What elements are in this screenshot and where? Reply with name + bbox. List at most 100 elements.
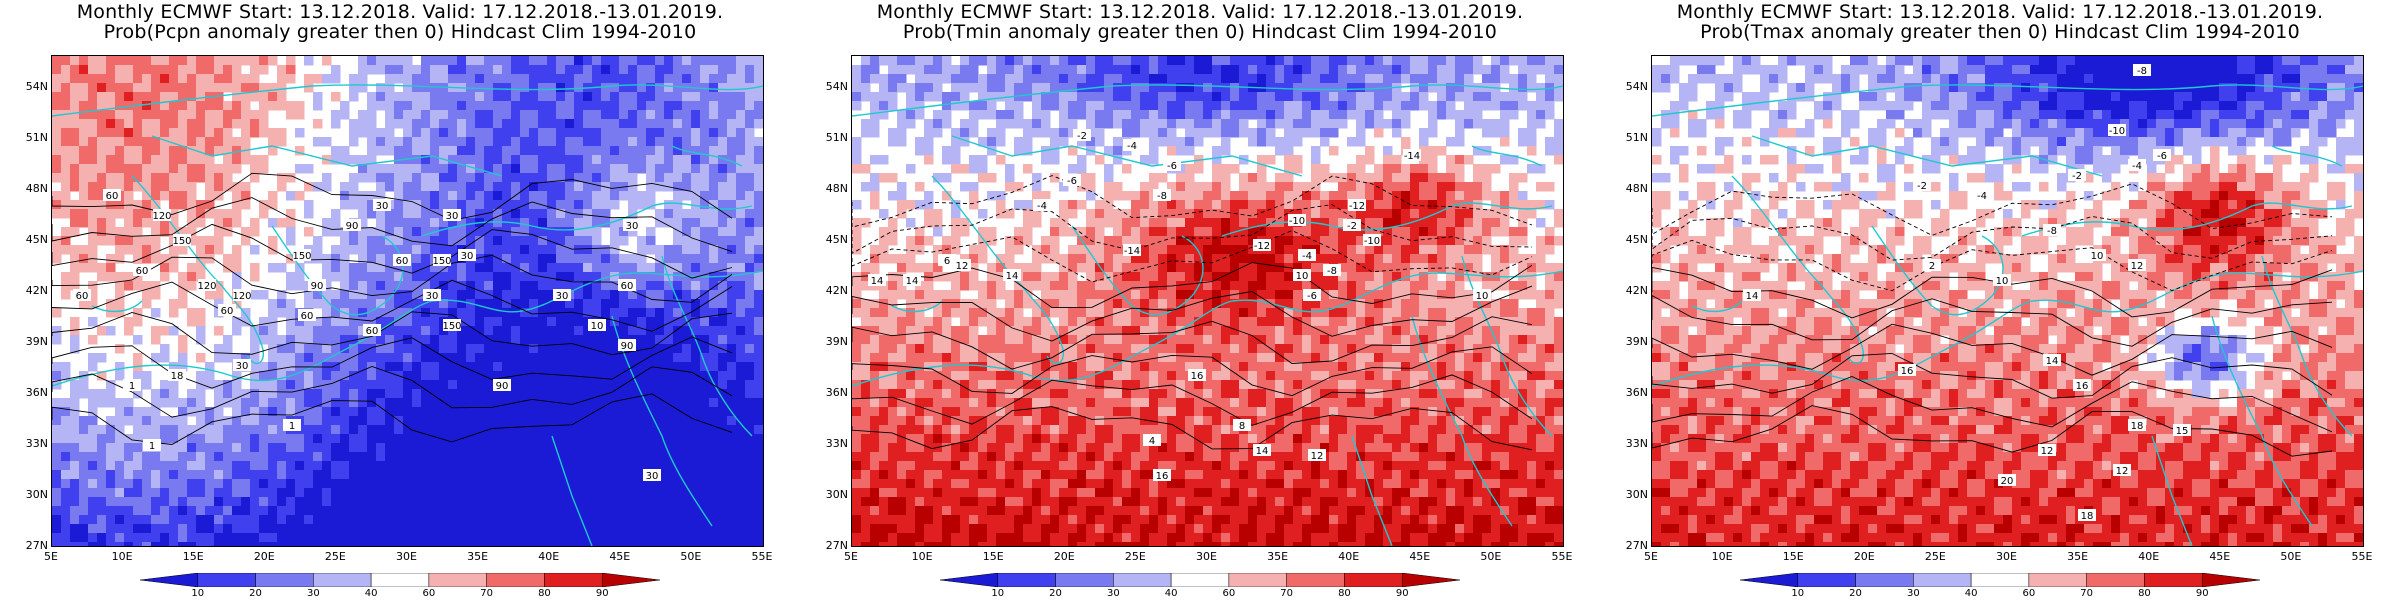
colorbar-segment [2201, 573, 2260, 587]
contour-label: -6 [2157, 151, 2167, 162]
contour-label-bg [1993, 274, 2011, 286]
map-canvas: 60 30 120 150 60 90 30 120 60 90 60 120 150 60 30 60 30 1… [52, 56, 763, 546]
contour-label: -10 [2109, 126, 2125, 137]
latitude-label: 33N [1625, 437, 1648, 450]
contour-label: 150 [172, 236, 191, 247]
contour-label-bg [938, 254, 956, 266]
longitude-label: 10E [111, 550, 133, 563]
contour-label-bg [2133, 64, 2151, 76]
contour-label-bg [493, 379, 511, 391]
colorbar [1740, 573, 2260, 587]
contour-label: 60 [301, 311, 314, 322]
contour-label-bg [1998, 474, 2016, 486]
contour-label: 90 [621, 341, 634, 352]
contour-label-bg [2043, 354, 2061, 366]
longitude-label: 30E [396, 550, 417, 563]
longitude-label: 20E [1053, 550, 1075, 563]
contour-label-bg [308, 279, 326, 291]
contour-label: -4 [1977, 191, 1987, 202]
contour-label: 120 [152, 211, 171, 222]
contour-label: 18 [2131, 421, 2144, 432]
contour-label-bg [1123, 139, 1141, 151]
contour-lines [852, 175, 1533, 451]
contour-label-bg [218, 304, 236, 316]
contour-label: -2 [1077, 131, 1087, 142]
latitude-label: 27N [825, 539, 848, 552]
longitude-label: 40E [538, 550, 560, 563]
latitude-label: 42N [1625, 284, 1648, 297]
contour-label-bg [868, 274, 886, 286]
contour-label-bg [1403, 149, 1421, 161]
latitude-label: 36N [25, 386, 48, 399]
colorbar-segment [997, 573, 1056, 587]
contour-label: 6 [944, 256, 950, 267]
latitude-label: 27N [1625, 539, 1648, 552]
contour-label-bg [423, 289, 441, 301]
contour-label: 18 [2081, 511, 2094, 522]
contour-label: 30 [556, 291, 569, 302]
contour-label: 60 [76, 291, 89, 302]
contour-label: -4 [2132, 161, 2142, 172]
contour-label: -8 [2047, 226, 2057, 237]
contour-label: -8 [1157, 191, 1167, 202]
contour-label: 18 [171, 371, 184, 382]
contour-label-bg [443, 209, 461, 221]
contour-label-bg [123, 379, 141, 391]
contour-label: 10 [1476, 291, 1489, 302]
contour-label-bg [1003, 269, 1021, 281]
contour-label: 10 [1296, 271, 1309, 282]
contour-label-bg [458, 249, 476, 261]
contour-label: 30 [446, 211, 459, 222]
colorbar-segment [544, 573, 603, 587]
contour-label-bg [1033, 199, 1051, 211]
contour-label-bg [2043, 224, 2061, 236]
contour-label-bg [2038, 444, 2056, 456]
contour-label-bg [1473, 289, 1491, 301]
panel-title: Monthly ECMWF Start: 13.12.2018. Valid: … [76, 1, 724, 23]
contour-label-bg [1363, 234, 1381, 246]
probability-map: 60 30 120 150 60 90 30 120 60 90 60 120 150 60 30 60 30 1… [51, 55, 764, 547]
contour-label-bg [903, 274, 921, 286]
panel-subtitle: Prob(Tmin anomaly greater then 0) Hindca… [902, 21, 1498, 43]
contour-label-bg [618, 279, 636, 291]
latitude-label: 51N [825, 131, 848, 144]
colorbar-segment [370, 573, 430, 587]
panel-title: Monthly ECMWF Start: 13.12.2018. Valid: … [1676, 1, 2324, 23]
contour-label: -12 [1349, 201, 1365, 212]
colorbar-tick-label: 20 [249, 588, 262, 599]
contour-lines [1652, 183, 2333, 457]
contour-label: 90 [496, 381, 509, 392]
contour-lines [52, 172, 733, 445]
contour-label: 8 [1239, 421, 1245, 432]
contour-label-bg [1063, 174, 1081, 186]
contour-labels: -14 -2 -6 -4 -8 -4 -6 -10 -12 -14 -2 -10 -12 -4 -8 -6 10… [868, 129, 1491, 482]
contour-label-bg [1153, 189, 1171, 201]
contour-label-bg [2088, 249, 2106, 261]
contour-label-bg [1923, 259, 1941, 271]
contour-label-bg [1298, 249, 1316, 261]
latitude-label: 33N [825, 437, 848, 450]
colorbar-tick-label: 80 [1338, 588, 1351, 599]
contour-label-bg [2108, 124, 2126, 136]
contour-label-bg [1898, 364, 1916, 376]
contour-label: -6 [1067, 176, 1077, 187]
longitude-label: 40E [1338, 550, 1360, 563]
longitude-label: 45E [1409, 550, 1431, 563]
latitude-label: 45N [1625, 233, 1648, 246]
longitude-label: 45E [2209, 550, 2231, 563]
contour-label-bg [143, 439, 161, 451]
longitude-label: 5E [44, 550, 58, 563]
colorbar-segment [1055, 573, 1114, 587]
colorbar-tick-label: 30 [306, 588, 320, 599]
colorbar-segment [197, 573, 256, 587]
latitude-label: 48N [825, 182, 848, 195]
latitude-label: 54N [1625, 80, 1648, 93]
colorbar-segment [313, 573, 372, 587]
contour-label: 150 [292, 251, 311, 262]
contour-label: 30 [376, 201, 389, 212]
contour-label: 60 [136, 266, 149, 277]
contour-label: -6 [1307, 291, 1317, 302]
probability-map: -8 -10 -6 -4 -2 -2 -4 -8 2 10 12 14 16 10 14 16 18 12 15 20… [1651, 55, 2364, 547]
colorbar-tick-label: 60 [2022, 588, 2036, 599]
colorbar-segment [1740, 573, 1799, 587]
